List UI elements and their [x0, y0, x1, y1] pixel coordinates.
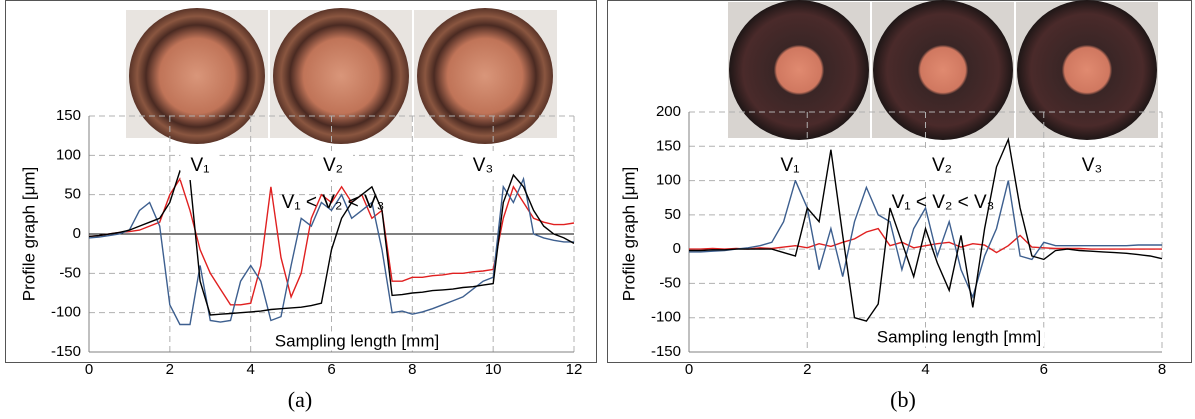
y-tick-label: -50 — [59, 264, 81, 281]
annotation-bg — [770, 151, 810, 181]
x-tick-label: 6 — [1040, 361, 1048, 378]
annotation-bg — [1071, 151, 1113, 181]
x-tick-label: 2 — [166, 361, 174, 378]
y-tick-label: -150 — [51, 343, 81, 360]
y-tick-label: -50 — [659, 274, 681, 291]
y-tick-label: 100 — [56, 146, 81, 163]
x-axis-label: Sampling length [mm] — [275, 331, 439, 350]
x-tick-label: 8 — [408, 361, 416, 378]
x-tick-label: 4 — [246, 361, 254, 378]
x-tick-label: 4 — [921, 361, 929, 378]
profile-line — [88, 177, 575, 306]
panel-frame — [607, 0, 1192, 363]
x-tick-label: 10 — [485, 361, 502, 378]
annotation-bg — [312, 151, 354, 181]
caption: (a) — [288, 387, 312, 412]
profile-line — [88, 176, 574, 326]
y-tick-label: 200 — [656, 103, 681, 120]
x-axis-label: Sampling length [mm] — [877, 327, 1041, 346]
annotation: V₁ < V₂ < V₃ — [892, 192, 995, 213]
annotation: V₃ — [1082, 155, 1102, 176]
annotation-bg — [180, 151, 220, 181]
y-tick-label: 50 — [664, 206, 681, 223]
profile-line — [689, 178, 1162, 300]
y-tick-label: 100 — [656, 172, 681, 189]
x-tick-label: 0 — [85, 361, 93, 378]
annotation: V₁ — [190, 155, 209, 176]
annotation: V₁ < V₂ < V₃ — [282, 192, 385, 213]
y-tick-label: -100 — [651, 309, 681, 326]
y-tick-label: 0 — [673, 240, 681, 257]
annotation: V₂ — [932, 155, 952, 176]
y-tick-label: 50 — [64, 186, 81, 203]
annotation: V₁ — [780, 155, 799, 176]
x-tick-label: 12 — [566, 361, 583, 378]
y-tick-label: 0 — [73, 225, 81, 242]
panel-frame — [5, 0, 597, 363]
photos-b — [728, 0, 1158, 140]
x-tick-label: 6 — [327, 361, 335, 378]
photos-a — [126, 8, 557, 144]
annotation-bg — [462, 151, 504, 181]
y-tick-label: 150 — [656, 137, 681, 154]
annotation: V₃ — [473, 155, 493, 176]
label-bg — [873, 327, 1045, 347]
profile-line — [689, 136, 1163, 322]
x-tick-label: 8 — [1158, 361, 1166, 378]
x-tick-label: 0 — [685, 361, 693, 378]
label-bg — [271, 331, 443, 351]
annotation: V₂ — [323, 155, 343, 176]
profile-line — [88, 169, 575, 316]
y-tick-label: -100 — [51, 304, 81, 321]
y-tick-label: 150 — [56, 107, 81, 124]
x-tick-label: 2 — [803, 361, 811, 378]
y-tick-label: -150 — [651, 343, 681, 360]
y-axis-label: Profile graph [μm] — [19, 167, 38, 302]
annotation-bg — [921, 151, 963, 181]
y-axis-label: Profile graph [μm] — [619, 167, 638, 302]
profile-line — [689, 227, 1162, 254]
caption: (b) — [890, 387, 916, 412]
